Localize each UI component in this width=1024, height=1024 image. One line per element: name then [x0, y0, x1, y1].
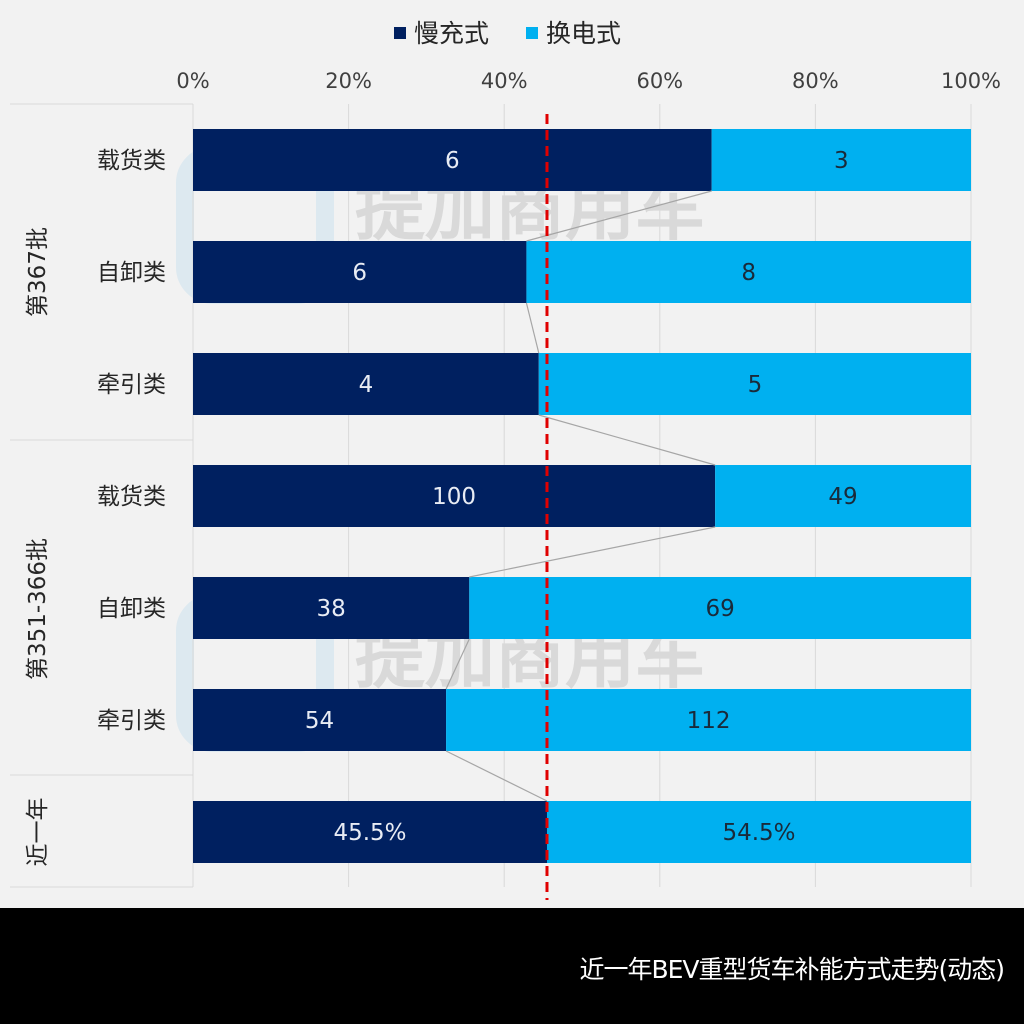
x-tick-label: 60% — [636, 69, 683, 93]
group-label: 第351-366批 — [25, 538, 51, 680]
bar-battery-swap — [711, 129, 971, 191]
data-label: 4 — [359, 372, 374, 398]
legend-label: 慢充式 — [414, 19, 489, 48]
chart-title: 近一年BEV重型货车补能方式走势(动态) — [579, 955, 1005, 984]
series-connector-line — [538, 414, 716, 466]
category-label: 自卸类 — [97, 596, 166, 622]
x-tick-label: 40% — [481, 69, 528, 93]
data-label: 69 — [706, 596, 735, 622]
legend-swatch — [526, 27, 538, 39]
bar-battery-swap — [546, 801, 971, 863]
category-label: 载货类 — [97, 148, 166, 174]
chart: 提加商用车TruckPlus提加商用车TruckPlus0%20%40%60%8… — [10, 19, 1001, 900]
x-tick-label: 80% — [792, 69, 839, 93]
series-connector-line — [526, 190, 712, 242]
series-connector-line — [445, 750, 548, 802]
data-label: 54.5% — [722, 820, 795, 846]
bar-slow-charge — [193, 465, 716, 527]
data-label: 38 — [317, 596, 346, 622]
x-tick-label: 20% — [325, 69, 372, 93]
x-tick-label: 100% — [941, 69, 1001, 93]
data-label: 54 — [305, 708, 334, 734]
series-connector-line — [445, 638, 470, 690]
data-label: 100 — [432, 484, 476, 510]
bar-battery-swap — [715, 465, 971, 527]
category-label: 载货类 — [97, 484, 166, 510]
data-label: 6 — [445, 148, 460, 174]
data-label: 49 — [828, 484, 857, 510]
bar-battery-swap — [446, 689, 971, 751]
bar-battery-swap — [469, 577, 971, 639]
data-label: 6 — [352, 260, 367, 286]
bar-slow-charge — [193, 577, 470, 639]
series-connector-line — [525, 302, 540, 354]
legend-swatch — [394, 27, 406, 39]
legend-label: 换电式 — [546, 19, 621, 48]
data-label: 8 — [741, 260, 756, 286]
group-label: 近一年 — [25, 798, 51, 867]
group-label: 第367批 — [25, 227, 51, 317]
footer-bar: 近一年BEV重型货车补能方式走势(动态) — [0, 908, 1024, 1024]
category-label: 牵引类 — [97, 372, 166, 398]
category-label: 牵引类 — [97, 708, 166, 734]
x-tick-label: 0% — [176, 69, 209, 93]
data-label: 45.5% — [333, 820, 406, 846]
bar-battery-swap — [526, 241, 971, 303]
bar-slow-charge — [193, 353, 539, 415]
bar-slow-charge — [193, 241, 527, 303]
bar-slow-charge — [193, 689, 447, 751]
data-label: 112 — [687, 708, 731, 734]
data-label: 5 — [748, 372, 763, 398]
bar-slow-charge — [193, 129, 712, 191]
series-connector-line — [469, 526, 716, 578]
data-label: 3 — [834, 148, 849, 174]
category-label: 自卸类 — [97, 260, 166, 286]
bar-battery-swap — [538, 353, 971, 415]
bar-slow-charge — [193, 801, 547, 863]
